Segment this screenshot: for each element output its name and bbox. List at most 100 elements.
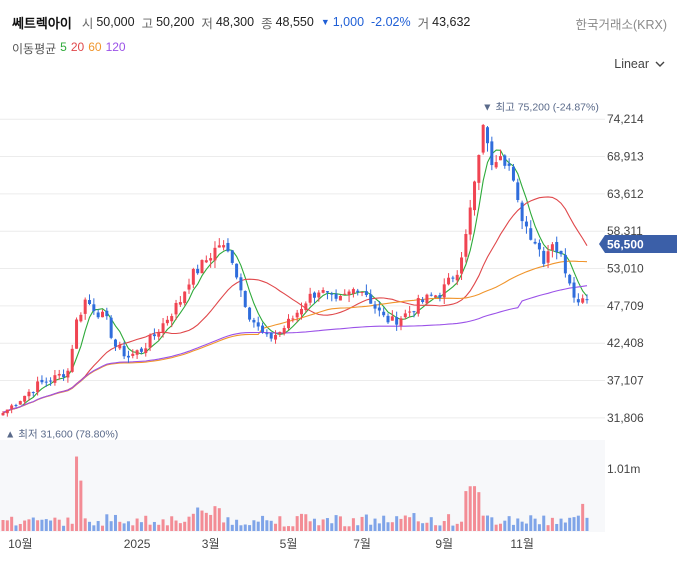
volume-panel-value: 43,632 [50, 450, 89, 464]
volume-bar [183, 521, 187, 531]
candle-body [451, 277, 455, 279]
candle-body [520, 202, 524, 222]
candle-body [23, 395, 27, 402]
volume-bar [79, 480, 83, 531]
candle-body [261, 325, 265, 333]
volume-bar [438, 525, 442, 531]
x-axis: 10월 2025 3월 5월 7월 9월 11월 [8, 537, 534, 551]
volume-bar [105, 514, 109, 531]
candle-body [356, 290, 360, 293]
candle-body [265, 333, 269, 335]
candle-body [460, 257, 464, 274]
candle-body [183, 291, 187, 304]
volume-bar [382, 515, 386, 531]
candle-body [113, 339, 117, 347]
volume-bar [511, 524, 515, 531]
candle-body [473, 181, 477, 211]
candle-body [425, 294, 429, 304]
ma-20-line [2, 196, 588, 414]
ma-120-line [2, 285, 588, 413]
ma-5-label: 5 [60, 40, 67, 54]
candle-body [568, 274, 572, 284]
volume-bar [546, 525, 550, 531]
candle-body [438, 295, 442, 298]
volume-bar [343, 526, 347, 531]
volume-bar [325, 518, 329, 531]
candle-body [239, 277, 243, 291]
volume-bar [356, 525, 360, 531]
volume-bar [390, 522, 394, 531]
candle-body [204, 260, 208, 263]
ma-20-label: 20 [70, 40, 85, 54]
candle-body [498, 156, 502, 161]
volume-bar [252, 520, 256, 531]
volume-bar [477, 492, 481, 531]
candle-body [477, 155, 481, 183]
candle-body [248, 307, 252, 320]
volume-bar [75, 456, 79, 531]
candle-body [70, 348, 74, 372]
candle-body [161, 323, 165, 333]
stock-name[interactable]: 쎄트렉아이 [12, 15, 72, 31]
candle-body [416, 298, 420, 314]
y-axis: 74,214 68,913 63,612 58,311 53,010 47,709 42,4… [607, 112, 644, 476]
candle-body [44, 381, 48, 383]
volume-bar [157, 524, 161, 531]
volume-bar [10, 516, 14, 531]
candle-body [529, 228, 533, 240]
volume-bar [364, 514, 368, 531]
scale-dropdown[interactable]: Linear [614, 57, 665, 71]
close-value: 48,550 [275, 15, 314, 29]
candle-body [412, 311, 416, 313]
volume-bar [304, 514, 308, 531]
volume-bar [408, 517, 412, 531]
candle-body [209, 258, 213, 261]
x-tick-label: 3월 [202, 537, 220, 551]
volume-bar [563, 522, 567, 531]
candle-body [421, 299, 425, 303]
candle-body [122, 345, 126, 357]
candle-body [187, 284, 191, 290]
volume-bar [330, 523, 334, 531]
volume-bar [36, 520, 40, 531]
volume-bar [44, 519, 48, 531]
volume-bar [5, 520, 9, 531]
candle-body [191, 269, 195, 285]
candle-body [144, 348, 148, 354]
candle-body [14, 405, 18, 407]
candle-body [5, 409, 9, 414]
volume-bar [455, 523, 459, 531]
volume-bar [486, 515, 490, 531]
volume-axis-label: 1.01m [607, 462, 640, 476]
change-down-icon: ▼ [320, 17, 330, 27]
volume-bar [529, 515, 533, 531]
volume-bar [96, 521, 100, 531]
volume-bar [520, 521, 524, 531]
candle-body [126, 355, 130, 358]
ma-5-line [2, 149, 588, 414]
candle-body [563, 254, 567, 274]
moving-average-legend[interactable]: 이동평균 5 20 60 120 [12, 40, 126, 57]
volume-bar [403, 515, 407, 531]
candle-body [542, 250, 546, 264]
candle-body [269, 332, 273, 339]
candle-body [317, 292, 321, 298]
candle-body [174, 302, 178, 315]
volume-bars [1, 456, 589, 531]
volume-bar [161, 519, 165, 531]
candle-body [312, 292, 316, 298]
volume-bar [66, 517, 70, 531]
volume-bar [40, 519, 44, 531]
candle-body [343, 293, 347, 295]
annotations: ▼ 최고 75,200 (-24.87%) ▲ 최저 31,600 (78.80%… [5, 101, 677, 440]
volume-bar [395, 516, 399, 531]
volume-bar [498, 523, 502, 531]
low-value: 48,300 [215, 15, 255, 29]
candle-body [351, 289, 355, 294]
volume-bar [113, 514, 117, 531]
candle-body [550, 244, 554, 251]
volume-value: 43,632 [432, 15, 471, 29]
min-price-label: ▲ 최저 31,600 (78.80%) [5, 428, 118, 440]
volume-bar [248, 525, 252, 531]
